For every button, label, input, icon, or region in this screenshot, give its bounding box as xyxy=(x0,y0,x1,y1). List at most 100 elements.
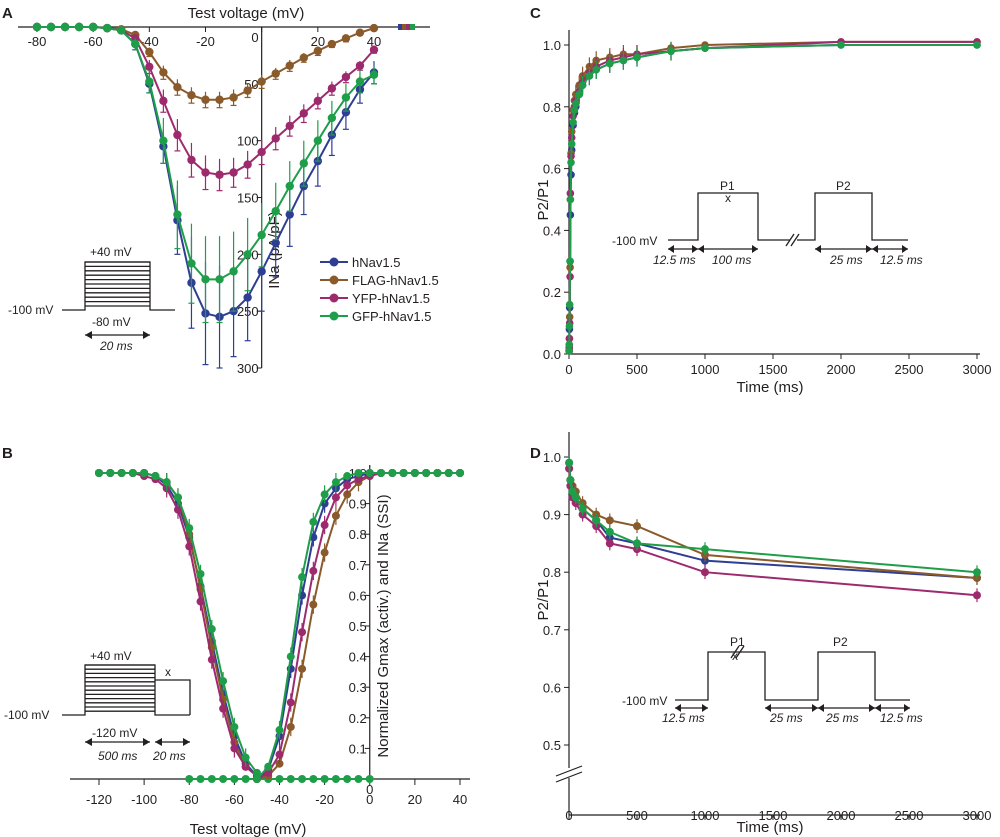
panel-b-data-point xyxy=(309,566,318,575)
panel-d-data-point xyxy=(605,527,614,536)
panel-a-data-point xyxy=(285,61,294,70)
panel-d-xtick-label: 1000 xyxy=(691,808,720,823)
panel-a-xtick-label: 40 xyxy=(367,34,381,49)
protocol-c-hold: -100 mV xyxy=(612,234,657,248)
panel-b-data-point xyxy=(444,469,453,477)
panel-a-data-point xyxy=(60,22,70,32)
panel-a-data-point xyxy=(271,134,280,143)
panel-d-xtick-label: 500 xyxy=(626,808,648,823)
panel-b-data-point xyxy=(354,469,363,477)
panel-a-data-point xyxy=(145,62,154,71)
panel-a-data-point xyxy=(243,86,252,95)
panel-b-data-point xyxy=(309,517,318,526)
panel-a-data-point xyxy=(117,26,126,35)
panel-b-data-point xyxy=(185,542,194,551)
panel-label-b: B xyxy=(2,445,13,462)
panel-a-data-point xyxy=(313,136,323,145)
panel-a-ylabel: INa (pA/pF) xyxy=(266,211,283,289)
panel-c-data-point xyxy=(565,300,574,309)
panel-c-xtick-label: 3000 xyxy=(963,362,992,377)
panel-c-data-point xyxy=(569,118,577,127)
panel-d-data-point xyxy=(568,487,577,496)
protocol-a-top: +40 mV xyxy=(90,245,132,259)
panel-a-data-point xyxy=(299,53,308,62)
panel-d-ylabel: P2/P1 xyxy=(535,580,552,621)
panel-b-xtick-label: -80 xyxy=(180,792,199,807)
panel-c-data-point xyxy=(667,47,675,55)
panel-b-data-point xyxy=(286,652,295,661)
panel-b-data-point xyxy=(410,469,419,477)
panel-b-data-point xyxy=(264,762,273,771)
panel-c-xtick-label: 1500 xyxy=(759,362,788,377)
panel-a-data-point xyxy=(257,77,266,86)
panel-a-data-point xyxy=(285,121,294,131)
panel-d-series-line xyxy=(568,462,978,574)
panel-b-xtick-label: -40 xyxy=(270,792,289,807)
panel-a-data-point xyxy=(299,159,308,168)
panel-b-data-point xyxy=(320,490,329,499)
panel-b-data-point xyxy=(354,475,363,484)
panel-a-data-point xyxy=(243,250,252,259)
panel-d-ytick-label: 0.9 xyxy=(543,508,561,523)
protocol-b-top: +40 mV xyxy=(90,649,132,663)
panel-b-data-point xyxy=(252,775,261,783)
panel-a-xlabel: Test voltage (mV) xyxy=(188,5,305,22)
panel-b-data-point xyxy=(298,664,307,673)
panel-a-data-point xyxy=(229,267,238,276)
panel-b-ylabel: Normalized Gmax (activ.) and INa (SSI) xyxy=(375,494,392,757)
panel-a-data-point xyxy=(103,23,112,33)
panel-d-data-point xyxy=(701,568,709,577)
panel-d-data-point xyxy=(633,539,641,548)
panel-b-data-point xyxy=(275,726,284,735)
panel-a-data-point xyxy=(341,93,351,102)
panel-b-xtick-label: -100 xyxy=(131,792,157,807)
panel-a-data-point xyxy=(201,95,210,104)
legend-marker xyxy=(329,311,339,321)
protocol-b-marker: x xyxy=(165,665,171,679)
legend: hNav1.5 FLAG-hNav1.5 YFP-hNav1.5 GFP-hNav1.… xyxy=(320,255,439,324)
panel-c-data-point xyxy=(633,53,641,62)
panel-a-data-point xyxy=(299,109,308,118)
panel-c-data-point xyxy=(565,340,574,349)
panel-d-ytick-label: 0.7 xyxy=(543,623,561,638)
protocol-d-hold: -100 mV xyxy=(622,694,667,708)
protocol-d: P1 x P2 -100 mV 12.5 ms 25 ms 25 ms 12.5… xyxy=(622,635,923,725)
panel-a-data-point xyxy=(159,96,168,106)
panel-b-data-point xyxy=(365,469,374,477)
panel-b-ytick-label: 0.3 xyxy=(349,680,367,695)
panel-b-data-point xyxy=(343,472,352,481)
axis-break-icon xyxy=(555,771,583,783)
panel-a-data-point xyxy=(341,108,351,117)
panel-c-data-point xyxy=(701,44,709,52)
panel-d-data-point xyxy=(565,458,574,467)
panel-b-data-point xyxy=(320,521,329,530)
panel-a-data-point xyxy=(215,275,224,284)
panel-a-xtick-label: -40 xyxy=(140,34,159,49)
panel-a-data-point xyxy=(215,95,224,104)
panel-c-ytick-label: 0.4 xyxy=(543,223,561,238)
protocol-b: +40 mV x -100 mV -120 mV 500 ms 20 ms xyxy=(4,649,191,763)
protocol-c-marker: x xyxy=(725,191,731,205)
panel-c-data-point xyxy=(566,257,574,266)
protocol-d-d4: 12.5 ms xyxy=(880,711,923,725)
legend-label: YFP-hNav1.5 xyxy=(352,291,430,306)
panel-a-data-point xyxy=(257,230,266,240)
panel-a-xtick-label: -20 xyxy=(196,34,215,49)
legend-label: FLAG-hNav1.5 xyxy=(352,273,439,288)
panel-d-xlabel: Time (ms) xyxy=(737,819,804,836)
panel-c-xlabel: Time (ms) xyxy=(737,379,804,396)
panel-a-xtick-label: 20 xyxy=(311,34,325,49)
panel-c-data-point xyxy=(565,347,573,355)
panel-b-data-point xyxy=(309,600,318,609)
panel-b-data-point xyxy=(298,628,307,637)
panel-c-data-point xyxy=(578,81,587,89)
panel-b-data-point xyxy=(343,481,352,490)
panel-c-ytick-label: 1.0 xyxy=(543,38,561,53)
panel-a-data-point xyxy=(369,23,379,33)
panel-c-data-point xyxy=(566,195,575,204)
panel-b-data-point xyxy=(219,677,228,686)
legend-label: GFP-hNav1.5 xyxy=(352,309,431,324)
panel-b-data-point xyxy=(173,505,182,514)
panel-a-data-point xyxy=(229,93,238,102)
